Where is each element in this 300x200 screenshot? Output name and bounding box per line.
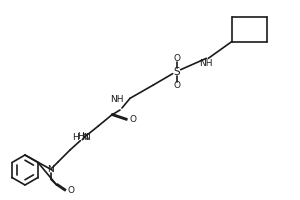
Text: NH: NH bbox=[110, 96, 123, 104]
Text: H: H bbox=[77, 132, 84, 141]
Text: N: N bbox=[46, 166, 53, 174]
Text: O: O bbox=[173, 82, 180, 90]
Text: O: O bbox=[68, 186, 75, 195]
Text: NH: NH bbox=[199, 59, 212, 68]
Text: S: S bbox=[173, 67, 180, 77]
Text: N: N bbox=[81, 133, 88, 142]
Text: O: O bbox=[130, 116, 137, 124]
Text: H: H bbox=[73, 133, 79, 142]
Text: O: O bbox=[173, 54, 180, 63]
Text: N: N bbox=[83, 133, 90, 142]
